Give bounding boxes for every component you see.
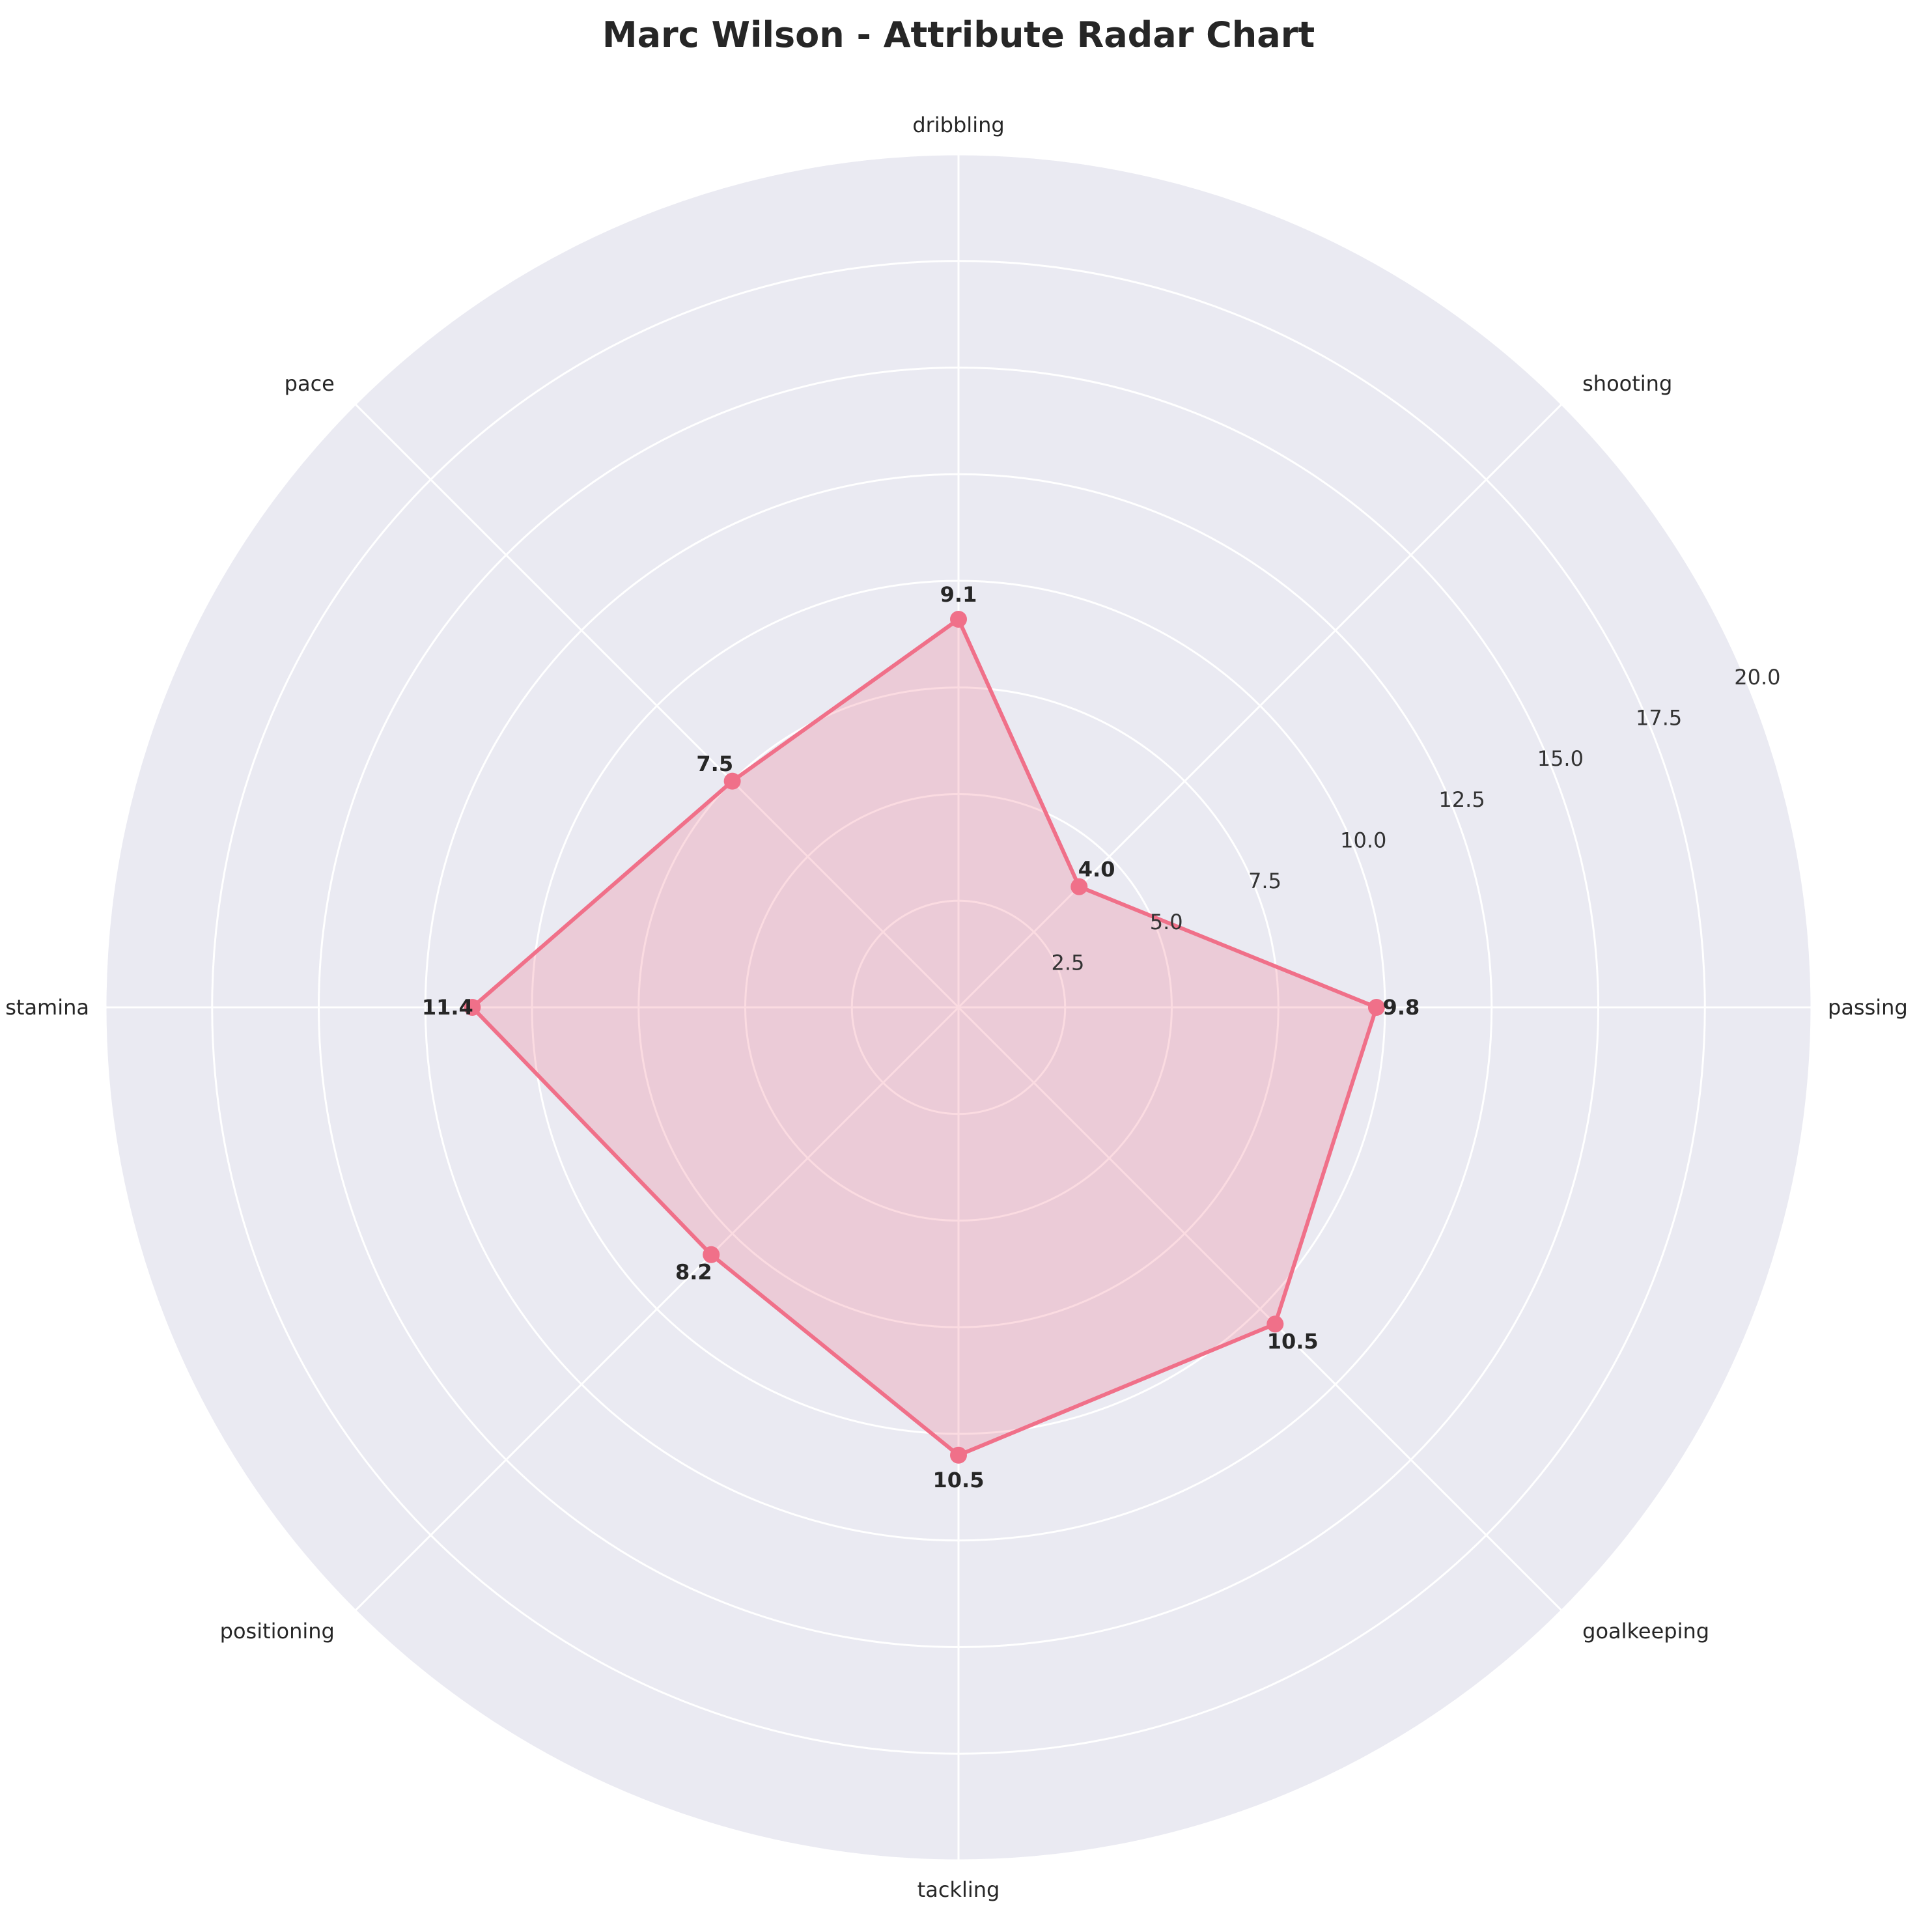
r-tick-label: 5.0 [1150,910,1183,934]
data-point [464,999,481,1016]
r-tick-label: 15.0 [1537,746,1584,771]
data-point [1070,878,1088,895]
data-label: 9.1 [940,582,977,607]
spoke-gridline [354,403,960,1009]
category-label: dribbling [912,113,1004,137]
data-point [1367,999,1385,1016]
data-label: 9.8 [1383,995,1420,1020]
data-label: 10.5 [933,1468,985,1492]
data-point [950,610,967,628]
data-label: 7.5 [696,751,733,776]
data-label: 11.4 [422,995,473,1020]
data-point [723,772,741,790]
category-label: passing [1828,995,1908,1020]
data-point [1266,1315,1284,1333]
data-point [950,1446,967,1464]
spoke-gridline [354,1006,960,1612]
r-tick-label: 12.5 [1438,787,1485,812]
data-label: 8.2 [675,1260,712,1285]
series-area [472,619,1377,1455]
category-label: tackling [917,1877,1000,1902]
r-tick-label: 7.5 [1248,869,1281,893]
spoke-gridline [957,1006,1563,1612]
category-label: positioning [220,1619,335,1644]
r-tick-label: 20.0 [1734,665,1780,690]
category-label: pace [285,371,335,396]
r-tick-label: 10.0 [1340,828,1386,852]
data-label: 10.5 [1267,1329,1319,1354]
spoke-gridline [957,403,1563,1009]
data-point [703,1246,720,1263]
category-label: shooting [1582,371,1672,396]
category-label: stamina [5,995,89,1020]
r-tick-label: 17.5 [1636,705,1682,730]
category-label: goalkeeping [1582,1619,1709,1644]
r-tick-label: 2.5 [1051,950,1084,975]
chart-title: Marc Wilson - Attribute Radar Chart [602,14,1315,55]
data-label: 4.0 [1078,857,1115,882]
